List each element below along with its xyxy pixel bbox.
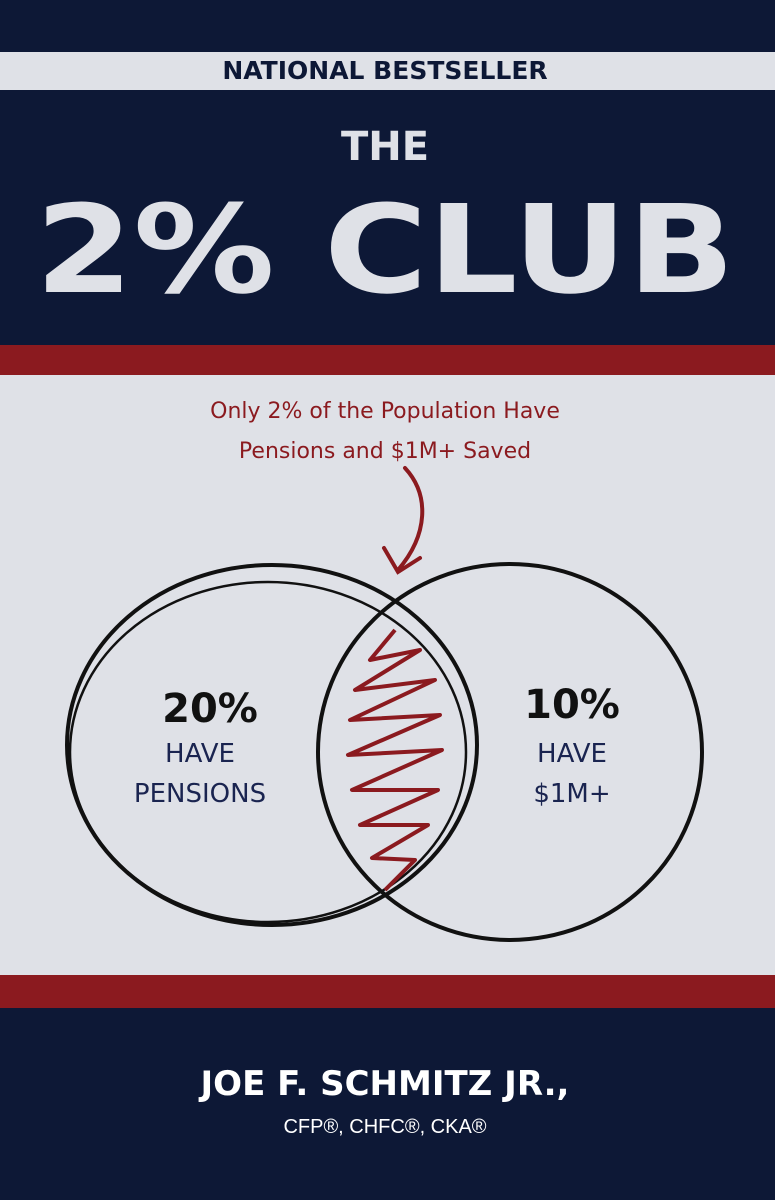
badge-stripe (0, 52, 775, 90)
title: 2% CLUB (35, 179, 735, 321)
title-small: THE (341, 124, 429, 170)
intersection-hatch (346, 628, 444, 892)
arrow (382, 466, 425, 575)
left-circle-stroke (68, 580, 468, 924)
badge: NATIONAL BESTSELLER (222, 56, 547, 85)
author-name: JOE F. SCHMITZ JR., (199, 1064, 570, 1104)
author-credentials: CFP®, CHFC®, CKA® (283, 1116, 486, 1138)
right-circle (316, 562, 704, 942)
left-percent: 20% (162, 686, 258, 732)
annotation-line: Only 2% of the Population Have (210, 399, 560, 424)
red-stripe (0, 345, 775, 375)
venn-diagram (65, 562, 704, 942)
left-circle (65, 563, 479, 927)
right-label: HAVE (537, 739, 607, 769)
left-label: PENSIONS (134, 779, 266, 809)
right-percent: 10% (524, 682, 620, 728)
left-label: HAVE (165, 739, 235, 769)
red-stripe (0, 975, 775, 1008)
annotation-line: Pensions and $1M+ Saved (239, 439, 531, 464)
bottom-band (0, 1008, 775, 1200)
right-label: $1M+ (533, 779, 610, 809)
